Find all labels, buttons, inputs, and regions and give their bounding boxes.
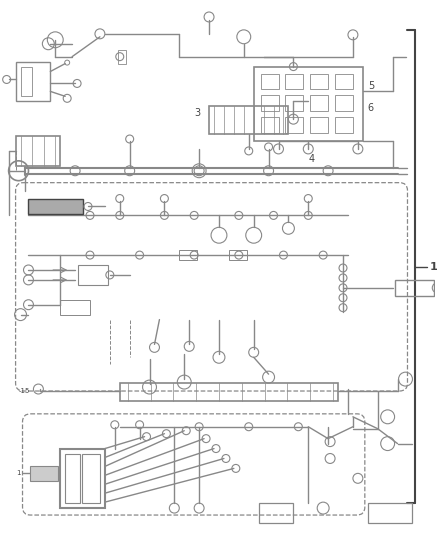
Bar: [261, 95, 279, 111]
Bar: [16, 62, 50, 101]
Bar: [229, 250, 247, 260]
Bar: [60, 449, 105, 508]
Bar: [310, 95, 328, 111]
Bar: [21, 67, 32, 96]
Bar: [28, 198, 83, 214]
Text: 1: 1: [17, 470, 21, 477]
Bar: [261, 117, 279, 133]
Text: -15: -15: [18, 388, 30, 394]
Bar: [209, 106, 289, 134]
Bar: [368, 503, 413, 523]
Bar: [335, 74, 353, 90]
Bar: [335, 95, 353, 111]
Text: 6: 6: [368, 103, 374, 113]
Bar: [254, 67, 363, 141]
Bar: [261, 74, 279, 90]
Bar: [16, 136, 60, 166]
Bar: [395, 280, 434, 296]
Text: 4: 4: [308, 154, 314, 164]
Bar: [310, 74, 328, 90]
Text: 3: 3: [194, 108, 200, 118]
Bar: [31, 466, 58, 481]
Bar: [65, 454, 80, 503]
Bar: [286, 117, 303, 133]
Bar: [82, 454, 100, 503]
Bar: [310, 117, 328, 133]
Bar: [179, 250, 197, 260]
Bar: [78, 265, 108, 285]
Text: 1: 1: [429, 262, 437, 272]
Bar: [259, 503, 293, 523]
Bar: [60, 300, 90, 314]
Bar: [335, 117, 353, 133]
Text: 5: 5: [368, 82, 374, 92]
Bar: [118, 50, 126, 63]
Bar: [286, 74, 303, 90]
Bar: [120, 383, 338, 401]
Bar: [286, 95, 303, 111]
